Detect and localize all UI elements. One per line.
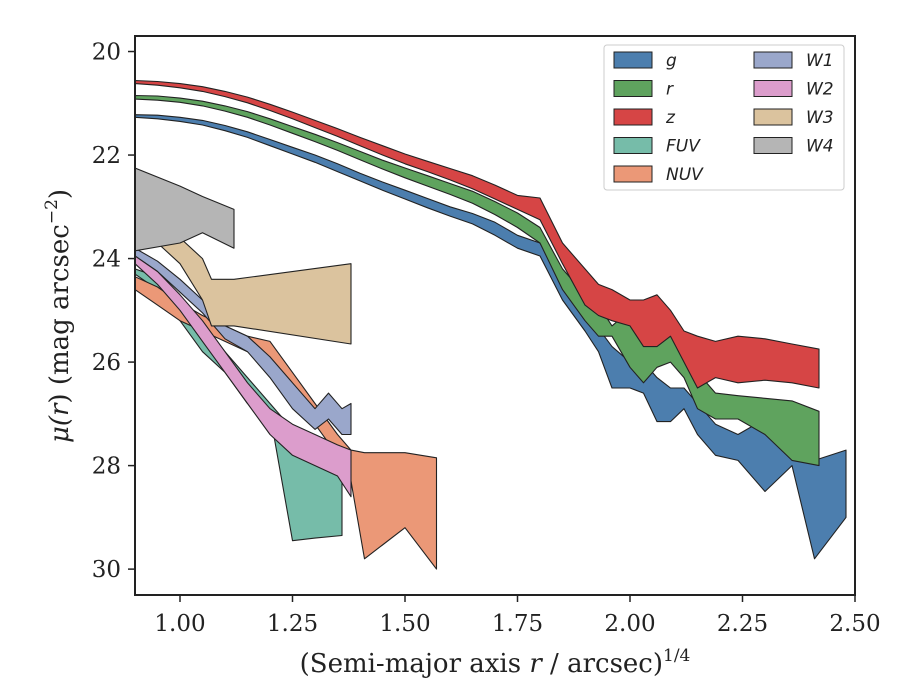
legend-swatch [613, 51, 653, 69]
band-w3 [135, 211, 352, 345]
y-tick-label: 26 [92, 350, 121, 376]
legend-swatch [753, 108, 793, 126]
band-w4 [135, 167, 235, 252]
x-tick-label: 1.25 [267, 611, 318, 637]
legend-label: FUV [666, 137, 701, 157]
band-g [135, 114, 847, 560]
legend-item-w2: W2 [753, 80, 834, 100]
legend-swatch [613, 108, 653, 126]
legend: grz FUV NUV W1 W2 W3 W4 [603, 44, 845, 191]
legend-item-r: r [613, 80, 674, 100]
legend-item-z: z [613, 108, 676, 128]
y-tick-label: 30 [92, 557, 121, 583]
legend-items: grz FUV NUV W1 W2 W3 W4 [613, 51, 834, 185]
legend-swatch [613, 80, 653, 97]
legend-item-w1: W1 [753, 51, 834, 71]
x-tick-label: 2.50 [829, 611, 880, 637]
legend-label: NUV [666, 165, 704, 185]
band-w2 [135, 255, 352, 498]
y-axis-label: μ(r) (mag arcsec−2) [42, 189, 75, 443]
y-tick-label: 28 [92, 454, 121, 480]
legend-item-g: g [613, 51, 677, 71]
band-z [135, 79, 820, 389]
legend-swatch [753, 137, 793, 154]
x-tick-label: 1.00 [154, 611, 205, 637]
legend-swatch [613, 165, 653, 183]
y-tick-label: 22 [92, 143, 121, 169]
x-tick-label: 1.50 [379, 611, 430, 637]
legend-label: W4 [806, 137, 834, 157]
y-axis-ticks: 20 22 24 26 28 30 [92, 40, 135, 583]
legend-item-w3: W3 [753, 108, 834, 128]
legend-label: r [666, 80, 674, 100]
legend-item-nuv: NUV [613, 165, 704, 185]
plot-frame [134, 35, 856, 596]
x-tick-label: 2.25 [717, 611, 768, 637]
x-tick-label: 1.75 [492, 611, 543, 637]
legend-label: W3 [806, 108, 834, 128]
band-r [135, 94, 820, 467]
legend-swatch [753, 51, 793, 69]
legend-label: g [666, 51, 677, 71]
legend-label: z [665, 108, 676, 128]
y-tick-label: 24 [92, 247, 121, 273]
x-axis-ticks: 1.00 1.25 1.50 1.75 2.00 2.25 2.50 [154, 595, 881, 637]
legend-label: W1 [806, 51, 834, 71]
legend-swatch [753, 80, 793, 97]
y-tick-label: 20 [92, 40, 121, 66]
legend-label: W2 [806, 80, 834, 100]
x-axis-label: (Semi-major axis r / arcsec)1/4 [300, 646, 691, 679]
legend-swatch [613, 137, 653, 154]
x-tick-label: 2.00 [604, 611, 655, 637]
legend-item-w4: W4 [753, 137, 834, 157]
band-layer [135, 79, 847, 570]
legend-item-fuv: FUV [613, 137, 701, 157]
